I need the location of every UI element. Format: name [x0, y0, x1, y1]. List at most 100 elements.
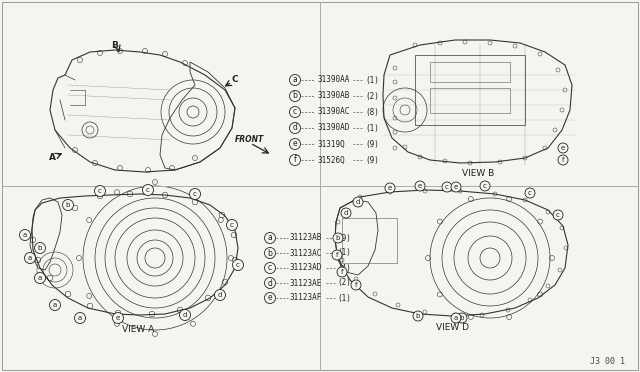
Text: c: c: [146, 187, 150, 193]
Circle shape: [289, 106, 301, 118]
Circle shape: [457, 313, 467, 323]
Bar: [342, 218, 397, 263]
Circle shape: [264, 292, 275, 304]
Text: (1): (1): [365, 76, 379, 84]
Text: a: a: [38, 275, 42, 281]
Text: f: f: [562, 157, 564, 163]
Text: a: a: [292, 76, 298, 84]
Circle shape: [413, 311, 423, 321]
Text: d: d: [356, 199, 360, 205]
Text: c: c: [556, 212, 560, 218]
Circle shape: [289, 138, 301, 150]
Text: c: c: [236, 262, 240, 268]
Text: J3 00 1: J3 00 1: [590, 357, 625, 366]
Text: d: d: [218, 292, 222, 298]
Text: d: d: [292, 124, 298, 132]
Text: 31123AB: 31123AB: [290, 234, 323, 243]
Text: 31390AB: 31390AB: [317, 92, 349, 100]
Circle shape: [113, 312, 124, 324]
Bar: [415, 55, 525, 125]
Circle shape: [227, 219, 237, 231]
Circle shape: [264, 247, 275, 259]
Text: B: B: [111, 42, 118, 51]
Text: b: b: [66, 202, 70, 208]
Circle shape: [35, 243, 45, 253]
Circle shape: [264, 278, 275, 289]
Circle shape: [289, 90, 301, 102]
Circle shape: [74, 312, 86, 324]
Text: (9): (9): [365, 140, 379, 148]
Circle shape: [553, 210, 563, 220]
Text: (1): (1): [337, 248, 351, 257]
Text: (1): (1): [337, 294, 351, 302]
Circle shape: [264, 263, 275, 273]
Circle shape: [341, 208, 351, 218]
Text: f: f: [355, 282, 357, 288]
Circle shape: [332, 250, 342, 260]
Text: e: e: [268, 294, 272, 302]
Text: b: b: [460, 315, 464, 321]
Text: b: b: [38, 245, 42, 251]
Circle shape: [63, 199, 74, 211]
Text: 31123AE: 31123AE: [290, 279, 323, 288]
Text: c: c: [193, 191, 197, 197]
Text: A: A: [49, 154, 56, 163]
Circle shape: [525, 188, 535, 198]
Text: e: e: [418, 183, 422, 189]
Text: (2): (2): [365, 92, 379, 100]
Text: b: b: [336, 235, 340, 241]
Circle shape: [558, 155, 568, 165]
Circle shape: [451, 182, 461, 192]
Text: (9): (9): [365, 155, 379, 164]
Text: (4): (4): [337, 263, 351, 273]
Circle shape: [415, 181, 425, 191]
Text: e: e: [292, 140, 298, 148]
Text: a: a: [78, 315, 82, 321]
Circle shape: [49, 299, 61, 311]
Text: b: b: [268, 248, 273, 257]
Text: 31123AC: 31123AC: [290, 248, 323, 257]
Text: 31390AA: 31390AA: [317, 76, 349, 84]
Circle shape: [289, 122, 301, 134]
Text: (9): (9): [337, 234, 351, 243]
Text: 31319Q: 31319Q: [317, 140, 345, 148]
Circle shape: [337, 267, 347, 277]
Text: FRONT: FRONT: [235, 135, 264, 144]
Text: d: d: [344, 210, 348, 216]
Text: a: a: [268, 234, 273, 243]
Text: e: e: [561, 145, 565, 151]
Circle shape: [179, 310, 191, 321]
Text: c: c: [528, 190, 532, 196]
Text: b: b: [292, 92, 298, 100]
Text: c: c: [293, 108, 297, 116]
Circle shape: [558, 143, 568, 153]
Circle shape: [19, 230, 31, 241]
Text: b: b: [416, 313, 420, 319]
Text: c: c: [483, 183, 487, 189]
Text: a: a: [28, 255, 32, 261]
Text: f: f: [336, 252, 339, 258]
Text: VIEW A: VIEW A: [122, 326, 154, 334]
Text: c: c: [445, 184, 449, 190]
Text: VIEW D: VIEW D: [435, 324, 468, 333]
Text: f: f: [294, 155, 296, 164]
Text: a: a: [53, 302, 57, 308]
Circle shape: [442, 182, 452, 192]
Text: (1): (1): [365, 124, 379, 132]
Text: a: a: [454, 315, 458, 321]
Text: c: c: [98, 188, 102, 194]
Circle shape: [232, 260, 243, 270]
Circle shape: [480, 181, 490, 191]
Text: f: f: [340, 269, 343, 275]
Text: 31123AF: 31123AF: [290, 294, 323, 302]
Circle shape: [95, 186, 106, 196]
Circle shape: [353, 197, 363, 207]
Circle shape: [214, 289, 225, 301]
Text: d: d: [268, 279, 273, 288]
Bar: [430, 62, 510, 82]
Text: e: e: [116, 315, 120, 321]
Circle shape: [385, 183, 395, 193]
Text: 31526Q: 31526Q: [317, 155, 345, 164]
Text: c: c: [268, 263, 272, 273]
Text: c: c: [230, 222, 234, 228]
